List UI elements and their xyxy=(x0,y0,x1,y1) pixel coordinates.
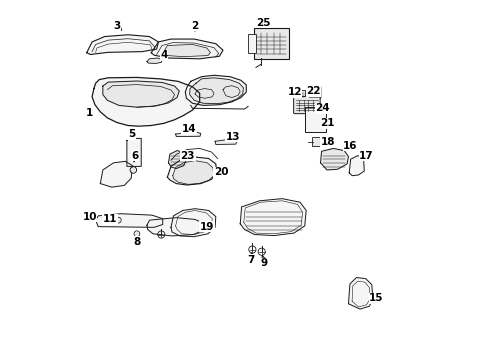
Polygon shape xyxy=(151,39,223,59)
Polygon shape xyxy=(86,35,158,54)
Text: 22: 22 xyxy=(305,86,320,96)
Polygon shape xyxy=(126,138,141,166)
FancyBboxPatch shape xyxy=(311,137,325,146)
FancyBboxPatch shape xyxy=(254,28,289,59)
Polygon shape xyxy=(320,148,348,170)
Text: 3: 3 xyxy=(113,21,121,31)
Text: 6: 6 xyxy=(131,150,139,161)
Polygon shape xyxy=(189,78,243,104)
Polygon shape xyxy=(348,278,372,309)
Text: 18: 18 xyxy=(320,138,334,147)
Polygon shape xyxy=(215,139,236,144)
Polygon shape xyxy=(102,81,179,107)
Polygon shape xyxy=(100,161,132,187)
FancyBboxPatch shape xyxy=(308,89,319,97)
Text: 16: 16 xyxy=(343,141,357,151)
Text: 23: 23 xyxy=(180,150,195,161)
Text: 8: 8 xyxy=(133,237,140,247)
Text: 11: 11 xyxy=(102,215,117,224)
FancyBboxPatch shape xyxy=(305,107,325,132)
Circle shape xyxy=(135,232,138,235)
Polygon shape xyxy=(147,218,204,236)
Polygon shape xyxy=(172,161,213,184)
Polygon shape xyxy=(348,156,364,176)
Text: 1: 1 xyxy=(86,108,93,118)
FancyBboxPatch shape xyxy=(295,90,305,99)
Text: 2: 2 xyxy=(191,21,198,31)
Text: 7: 7 xyxy=(247,255,254,265)
Polygon shape xyxy=(195,89,214,98)
Text: 5: 5 xyxy=(128,129,135,139)
Polygon shape xyxy=(167,157,216,185)
Polygon shape xyxy=(163,44,210,57)
Text: 14: 14 xyxy=(181,124,196,134)
Polygon shape xyxy=(223,86,240,98)
Polygon shape xyxy=(171,209,215,237)
Text: 19: 19 xyxy=(199,222,214,231)
Polygon shape xyxy=(92,77,199,126)
Text: 13: 13 xyxy=(225,132,240,142)
Text: 20: 20 xyxy=(214,167,228,177)
Text: 17: 17 xyxy=(358,150,373,161)
FancyBboxPatch shape xyxy=(306,86,320,99)
FancyBboxPatch shape xyxy=(247,34,255,53)
Text: 10: 10 xyxy=(82,212,97,221)
Polygon shape xyxy=(147,58,162,63)
Text: 15: 15 xyxy=(368,293,383,303)
Polygon shape xyxy=(240,199,305,235)
Text: 24: 24 xyxy=(315,103,329,113)
Text: 21: 21 xyxy=(320,118,334,128)
Circle shape xyxy=(117,219,120,222)
Text: 4: 4 xyxy=(160,50,167,60)
Polygon shape xyxy=(185,75,246,105)
FancyBboxPatch shape xyxy=(293,96,320,114)
Polygon shape xyxy=(175,132,201,136)
Polygon shape xyxy=(168,150,186,168)
Circle shape xyxy=(131,168,135,172)
Text: 9: 9 xyxy=(260,258,267,268)
Text: 25: 25 xyxy=(255,18,270,28)
Polygon shape xyxy=(96,214,163,227)
Text: 12: 12 xyxy=(287,87,301,97)
